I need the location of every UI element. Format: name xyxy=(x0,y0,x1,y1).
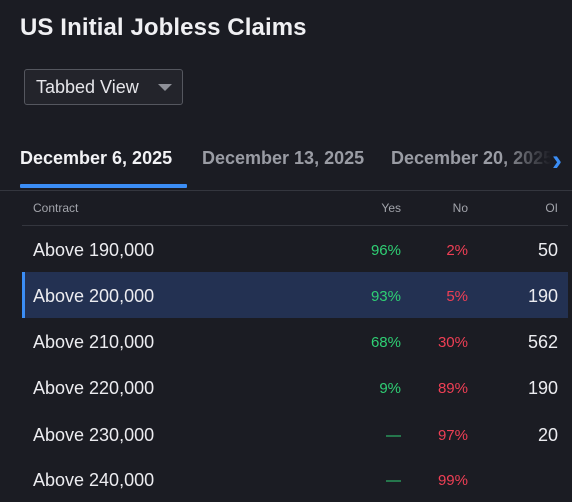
column-header-oi[interactable]: OI xyxy=(545,201,558,215)
contract-label: Above 240,000 xyxy=(33,470,155,490)
yes-price[interactable]: — xyxy=(386,427,401,444)
table-row[interactable]: Above 190,000 96% 2% 50 xyxy=(22,226,568,272)
no-price[interactable]: 99% xyxy=(437,472,468,489)
no-price[interactable]: 30% xyxy=(437,334,468,351)
open-interest: 190 xyxy=(527,286,558,306)
tab-scroll-fade xyxy=(502,140,572,188)
table-row[interactable]: Above 230,000 — 97% 20 xyxy=(22,411,568,457)
caret-down-icon xyxy=(158,84,172,91)
date-tabs: December 6, 2025 December 13, 2025 Decem… xyxy=(0,140,572,191)
column-header-contract[interactable]: Contract xyxy=(33,201,79,215)
column-header-yes[interactable]: Yes xyxy=(381,201,401,215)
open-interest: 50 xyxy=(537,240,558,260)
contract-label: Above 190,000 xyxy=(33,240,155,260)
view-select-value: Tabbed View xyxy=(36,76,139,97)
page-title: US Initial Jobless Claims xyxy=(20,14,307,41)
table-row[interactable]: Above 220,000 9% 89% 190 xyxy=(22,364,568,410)
yes-price[interactable]: 96% xyxy=(370,242,401,259)
view-select[interactable]: Tabbed View xyxy=(24,69,183,105)
open-interest: 562 xyxy=(527,332,558,352)
table-row-selected[interactable]: Above 200,000 93% 5% 190 xyxy=(22,272,568,318)
table-row[interactable]: Above 210,000 68% 30% 562 xyxy=(22,318,568,364)
table-header: Contract Yes No OI xyxy=(22,190,568,226)
no-price[interactable]: 89% xyxy=(437,380,468,397)
column-header-no[interactable]: No xyxy=(452,201,468,215)
contract-label: Above 210,000 xyxy=(33,332,155,352)
no-price[interactable]: 97% xyxy=(437,427,468,444)
tab-december-6[interactable]: December 6, 2025 xyxy=(20,148,173,168)
no-price[interactable]: 5% xyxy=(446,288,468,305)
table-row[interactable]: Above 240,000 — 99% xyxy=(22,456,568,502)
yes-price[interactable]: 9% xyxy=(379,380,401,397)
contract-label: Above 220,000 xyxy=(33,378,155,398)
open-interest: 190 xyxy=(527,378,558,398)
yes-price[interactable]: 68% xyxy=(370,334,401,351)
contract-label: Above 200,000 xyxy=(33,286,155,306)
contract-label: Above 230,000 xyxy=(33,425,155,445)
yes-price[interactable]: 93% xyxy=(370,288,401,305)
active-tab-indicator xyxy=(20,184,187,188)
tab-december-13[interactable]: December 13, 2025 xyxy=(202,148,365,168)
open-interest: 20 xyxy=(537,425,558,445)
chevron-right-icon[interactable]: › xyxy=(552,144,562,177)
no-price[interactable]: 2% xyxy=(446,242,468,259)
yes-price[interactable]: — xyxy=(386,472,401,489)
